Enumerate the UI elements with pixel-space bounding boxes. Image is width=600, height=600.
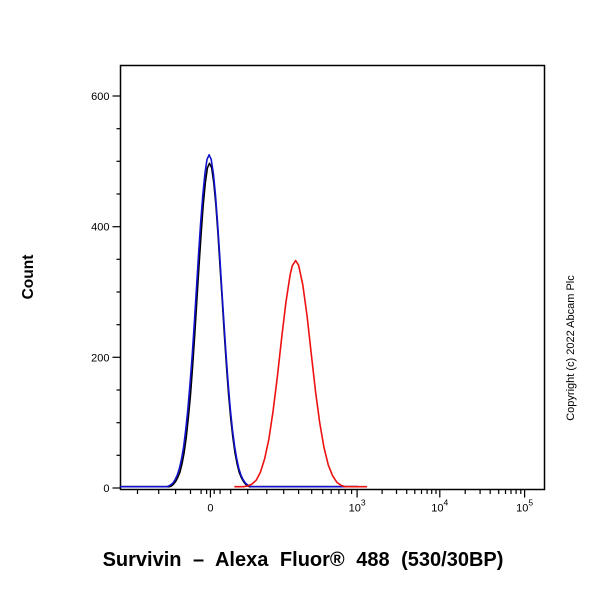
y-tick-label: 200 xyxy=(91,352,109,364)
x-axis-title: Survivin – Alexa Fluor® 488 (530/30BP) xyxy=(103,549,504,571)
plot-box xyxy=(119,64,546,491)
y-axis-ticks: 0 200 400 600 xyxy=(91,91,121,495)
x-tick-label: 105 xyxy=(516,498,533,515)
series-survivin-red xyxy=(234,259,368,488)
y-tick-label: 0 xyxy=(103,483,109,495)
series-control-blue xyxy=(119,154,359,488)
y-tick-label: 400 xyxy=(91,222,109,234)
x-tick-label: 103 xyxy=(349,498,366,515)
x-tick-label: 0 xyxy=(207,503,213,515)
y-tick-label: 600 xyxy=(91,91,109,103)
histogram-curves xyxy=(119,154,368,488)
x-axis-ticks: 0 103 104 105 xyxy=(136,489,533,515)
copyright-text: Copyright (c) 2022 Abcam Plc xyxy=(565,275,577,421)
x-tick-label: 104 xyxy=(431,498,448,515)
y-axis-label: Count xyxy=(20,255,37,300)
